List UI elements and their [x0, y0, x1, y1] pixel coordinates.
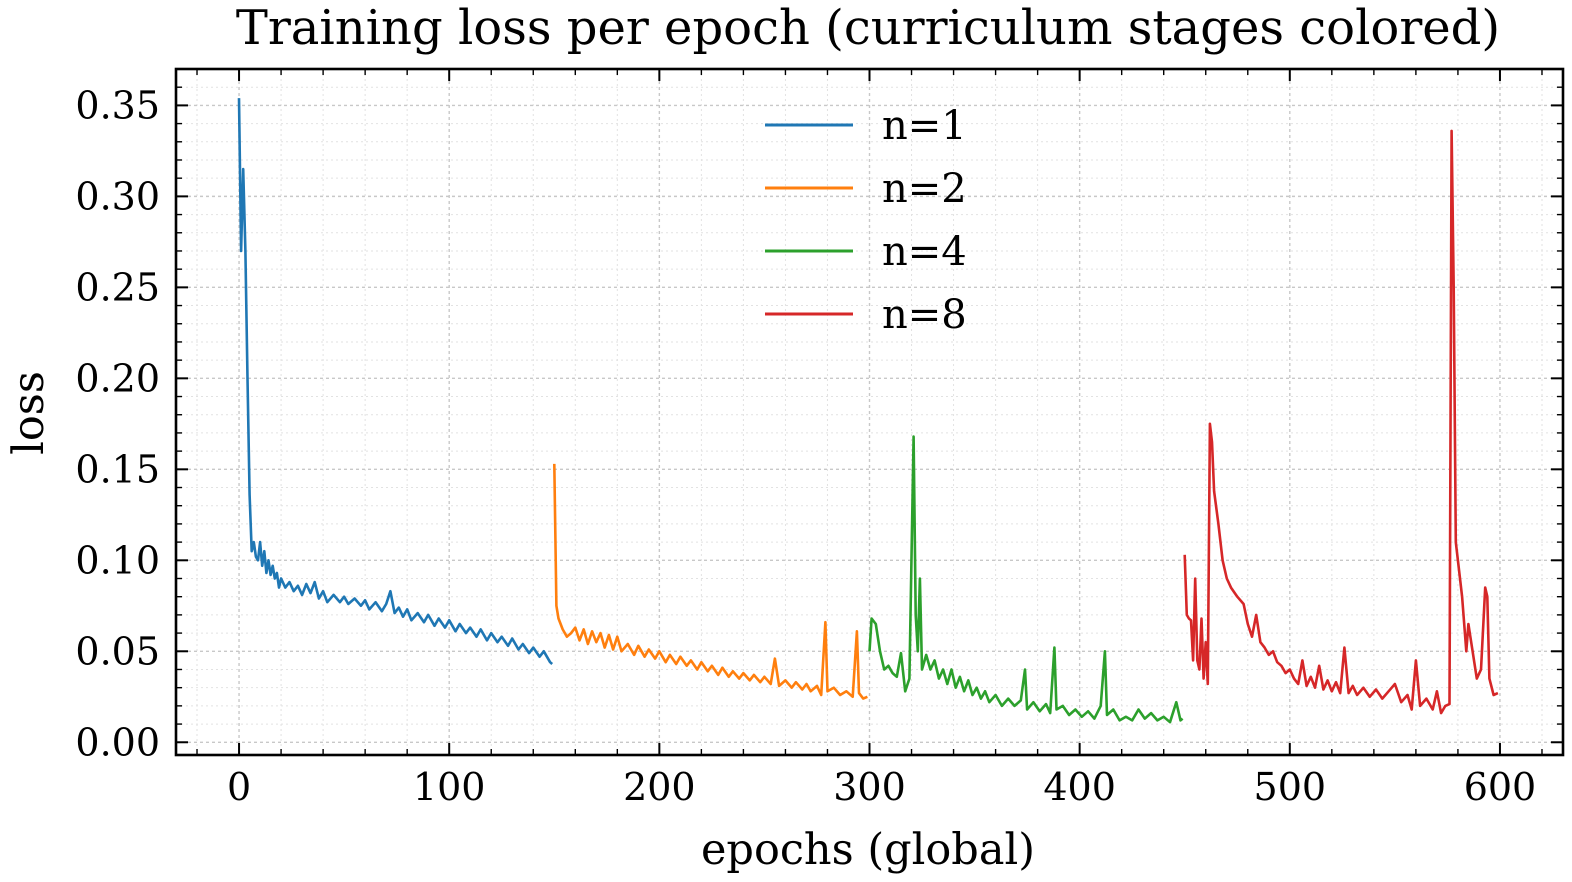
legend-label: n=2 [882, 166, 967, 212]
x-tick-label: 600 [1464, 765, 1537, 809]
legend-label: n=8 [882, 292, 967, 338]
tick-labels: 0 100 200 300 400 500 600 0.00 0.05 0.10 0.15 0.20 0… [75, 83, 1536, 809]
chart-title: Training loss per epoch (curriculum stag… [236, 0, 1500, 56]
x-tick-label: 500 [1254, 765, 1327, 809]
x-tick-label: 0 [227, 765, 251, 809]
y-tick-label: 0.00 [75, 720, 160, 764]
x-tick-label: 300 [833, 765, 906, 809]
y-tick-label: 0.10 [75, 538, 160, 582]
x-tick-label: 100 [413, 765, 486, 809]
series-line-n-8 [1183, 129, 1499, 715]
y-tick-label: 0.30 [75, 174, 160, 218]
series-line-n-4 [868, 435, 1184, 724]
y-tick-label: 0.05 [75, 629, 160, 673]
y-tick-label: 0.15 [75, 447, 160, 491]
grid [176, 69, 1563, 755]
y-tick-label: 0.35 [75, 83, 160, 127]
legend: n=1 n=2 n=4 n=8 [765, 103, 967, 338]
series-line-n-2 [553, 463, 868, 700]
legend-label: n=4 [882, 229, 967, 275]
y-tick-label: 0.20 [75, 356, 160, 400]
series-line-n-1 [237, 98, 554, 665]
x-tick-label: 400 [1043, 765, 1116, 809]
y-tick-label: 0.25 [75, 265, 160, 309]
y-axis-label: loss [4, 371, 54, 455]
x-tick-label: 200 [623, 765, 696, 809]
legend-label: n=1 [882, 103, 967, 149]
axis-ticks [176, 69, 1563, 755]
series-group [237, 98, 1499, 724]
x-axis-label: epochs (global) [701, 825, 1035, 875]
